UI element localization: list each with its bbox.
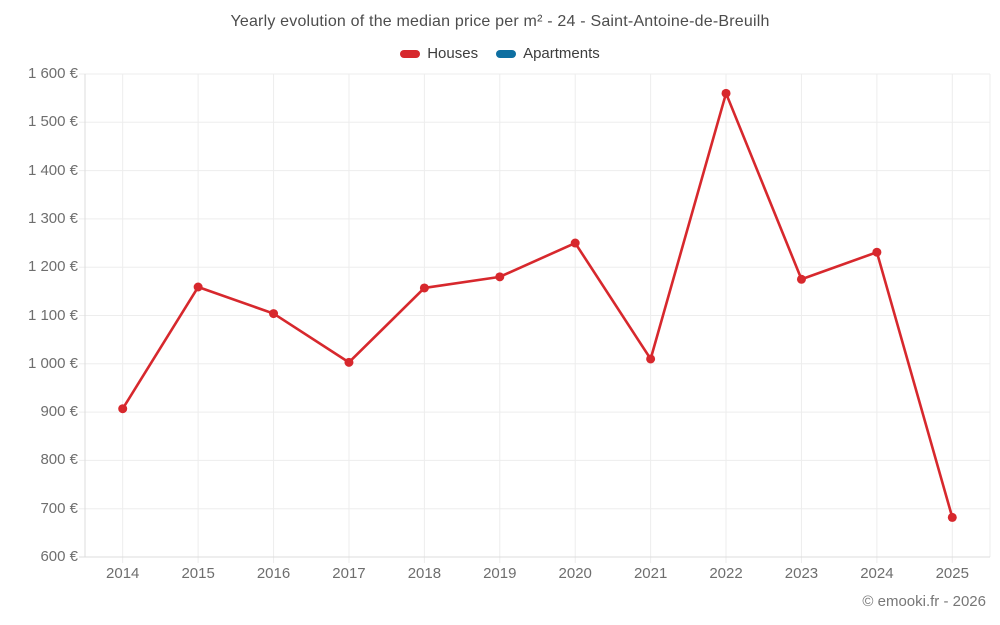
x-tick-label: 2025: [935, 565, 969, 582]
houses-data-point[interactable]: [495, 272, 505, 282]
y-tick-label: 1 100 €: [27, 306, 78, 324]
y-tick-label: 1 300 €: [27, 209, 78, 227]
legend-label-apartments: Apartments: [523, 45, 600, 62]
houses-data-point[interactable]: [947, 512, 957, 522]
x-tick-label: 2024: [860, 565, 894, 582]
x-tick-label: 2019: [483, 565, 517, 582]
y-tick-label: 1 400 €: [27, 161, 78, 179]
x-tick-label: 2014: [106, 565, 140, 582]
x-tick-label: 2020: [558, 565, 592, 582]
legend-item-apartments[interactable]: Apartments: [496, 45, 600, 62]
x-tick-label: 2018: [407, 565, 442, 582]
x-tick-label: 2017: [332, 565, 366, 582]
x-tick-label: 2016: [256, 565, 291, 582]
x-tick-label: 2021: [633, 565, 668, 582]
houses-series-swatch-icon: [400, 49, 421, 58]
y-tick-label: 600 €: [40, 548, 78, 565]
apartments-series-swatch-icon: [496, 49, 517, 58]
y-tick-label: 1 600 €: [27, 65, 78, 82]
houses-series-line: [121, 92, 954, 518]
x-tick-label: 2015: [181, 565, 215, 582]
houses-data-point[interactable]: [118, 404, 128, 414]
footer-credit: © emooki.fr - 2026: [862, 593, 986, 610]
y-tick-label: 900 €: [40, 403, 78, 421]
houses-data-point[interactable]: [269, 309, 279, 319]
houses-data-point[interactable]: [193, 282, 203, 292]
y-tick-label: 700 €: [40, 499, 78, 517]
legend-label-houses: Houses: [427, 45, 479, 62]
legend: Houses Apartments: [0, 45, 1000, 62]
houses-data-point[interactable]: [344, 357, 354, 367]
y-tick-label: 1 200 €: [27, 258, 78, 276]
houses-data-point[interactable]: [796, 274, 806, 284]
houses-data-point[interactable]: [419, 283, 429, 293]
y-tick-label: 1 500 €: [27, 113, 78, 131]
y-tick-label: 800 €: [40, 451, 78, 469]
x-tick-label: 2023: [784, 565, 819, 582]
legend-item-houses[interactable]: Houses: [400, 45, 478, 62]
houses-data-point[interactable]: [872, 247, 882, 257]
houses-data-point[interactable]: [721, 88, 731, 98]
y-tick-label: 1 000 €: [27, 354, 78, 372]
chart-title: Yearly evolution of the median price per…: [230, 13, 770, 30]
houses-data-point[interactable]: [570, 238, 580, 248]
x-tick-label: 2022: [709, 565, 743, 582]
houses-data-point[interactable]: [646, 354, 656, 364]
